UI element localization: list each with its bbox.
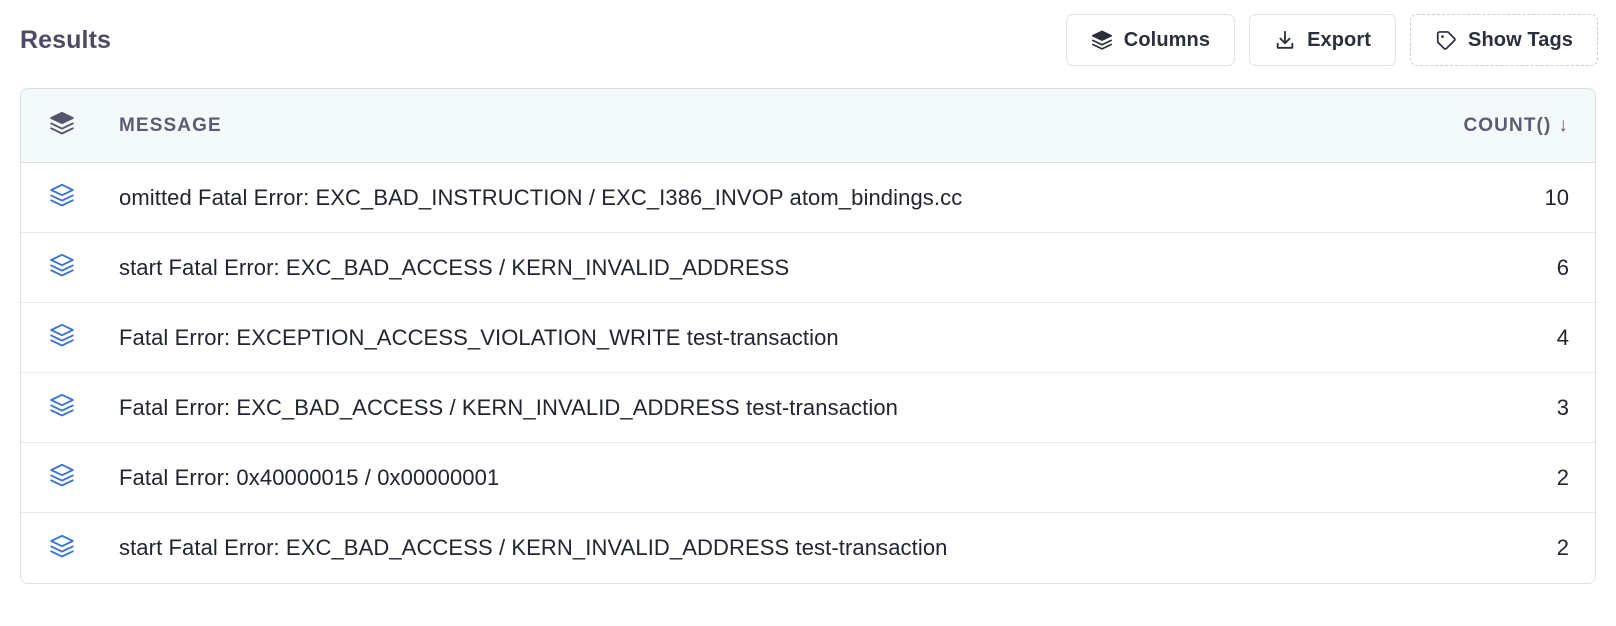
row-icon-cell	[49, 252, 119, 283]
download-icon	[1274, 29, 1296, 51]
sort-desc-arrow-icon: ↓	[1558, 114, 1569, 136]
layers-icon	[49, 533, 75, 564]
row-count: 6	[1556, 254, 1569, 280]
export-button[interactable]: Export	[1249, 14, 1397, 66]
row-count: 2	[1556, 535, 1569, 560]
layers-icon	[49, 252, 75, 283]
row-message: omitted Fatal Error: EXC_BAD_INSTRUCTION…	[119, 184, 963, 210]
row-icon-cell	[49, 322, 119, 353]
layers-icon	[49, 110, 75, 141]
row-icon-cell	[49, 392, 119, 423]
row-message: start Fatal Error: EXC_BAD_ACCESS / KERN…	[119, 254, 790, 280]
layers-icon	[1091, 29, 1113, 51]
layers-icon	[49, 392, 75, 423]
table-row[interactable]: Fatal Error: EXC_BAD_ACCESS / KERN_INVAL…	[21, 373, 1595, 443]
export-button-label: Export	[1307, 28, 1372, 51]
column-header-count-label: COUNT()	[1463, 114, 1552, 136]
row-icon-cell	[49, 462, 119, 493]
row-message: Fatal Error: EXC_BAD_ACCESS / KERN_INVAL…	[119, 394, 898, 420]
layers-icon	[49, 462, 75, 493]
row-count: 2	[1556, 464, 1569, 490]
row-count: 3	[1556, 394, 1569, 420]
row-icon-cell	[49, 182, 119, 213]
table-row[interactable]: start Fatal Error: EXC_BAD_ACCESS / KERN…	[21, 513, 1595, 583]
table-row[interactable]: start Fatal Error: EXC_BAD_ACCESS / KERN…	[21, 233, 1595, 303]
table-body: omitted Fatal Error: EXC_BAD_INSTRUCTION…	[21, 163, 1595, 583]
table-header-row: MESSAGE COUNT() ↓	[21, 89, 1595, 163]
row-message: start Fatal Error: EXC_BAD_ACCESS / KERN…	[119, 535, 948, 560]
table-row[interactable]: Fatal Error: EXCEPTION_ACCESS_VIOLATION_…	[21, 303, 1595, 373]
row-count: 4	[1556, 324, 1569, 350]
table-row[interactable]: omitted Fatal Error: EXC_BAD_INSTRUCTION…	[21, 163, 1595, 233]
row-message: Fatal Error: EXCEPTION_ACCESS_VIOLATION_…	[119, 324, 839, 350]
layers-icon	[49, 322, 75, 353]
row-icon-cell	[49, 533, 119, 564]
row-count: 10	[1544, 184, 1569, 210]
columns-button-label: Columns	[1123, 28, 1211, 51]
column-header-message[interactable]: MESSAGE	[119, 114, 222, 136]
results-table: MESSAGE COUNT() ↓ omitted Fatal	[20, 88, 1596, 584]
table-row[interactable]: Fatal Error: 0x40000015 / 0x00000001 2	[21, 443, 1595, 513]
row-message: Fatal Error: 0x40000015 / 0x00000001	[119, 464, 500, 490]
column-header-count[interactable]: COUNT() ↓	[1463, 115, 1569, 137]
show-tags-button[interactable]: Show Tags	[1410, 14, 1598, 66]
layers-icon	[49, 182, 75, 213]
table-header-icon-cell	[49, 110, 119, 141]
tag-icon	[1435, 29, 1457, 51]
show-tags-button-label: Show Tags	[1468, 28, 1573, 51]
results-toolbar: Results Columns	[0, 0, 1616, 80]
page-title: Results	[20, 25, 112, 54]
toolbar-actions: Columns Export	[1065, 14, 1598, 66]
columns-button[interactable]: Columns	[1065, 14, 1236, 66]
